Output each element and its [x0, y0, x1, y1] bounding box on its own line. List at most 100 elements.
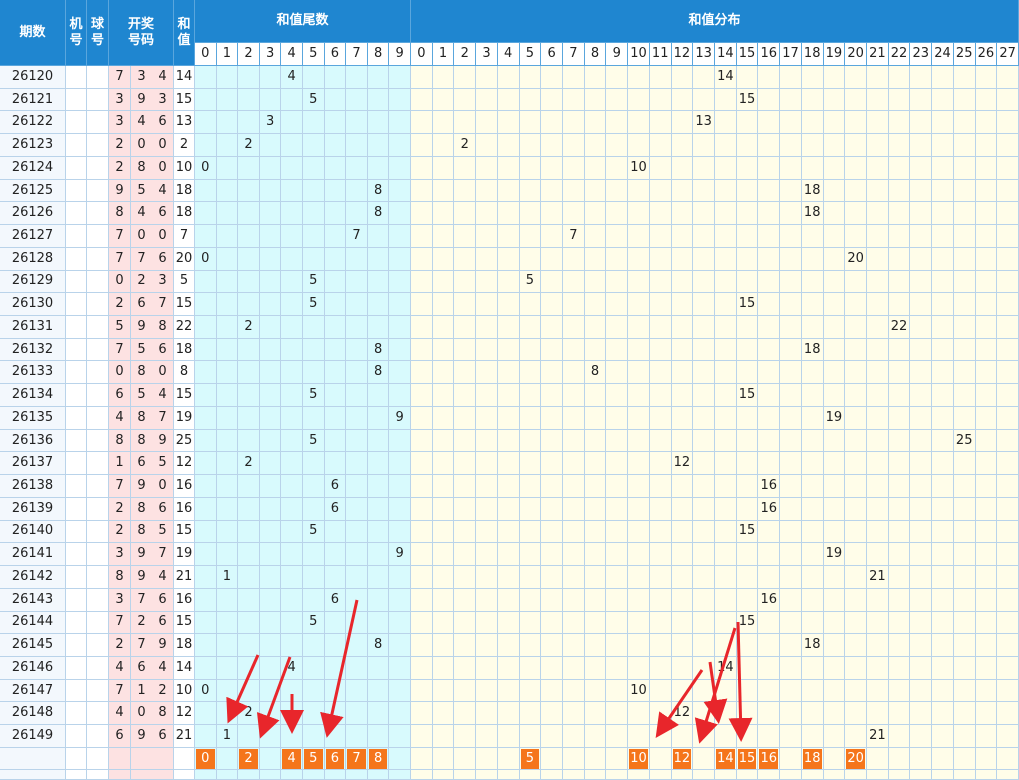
cell	[541, 702, 563, 726]
cell: 8	[367, 634, 390, 657]
cell	[758, 247, 781, 271]
cell-text: 3	[158, 91, 167, 107]
cell: 6	[152, 338, 174, 362]
cell	[389, 293, 411, 317]
cell	[66, 588, 87, 612]
cell	[997, 66, 1019, 89]
cell-text: 13	[175, 114, 193, 130]
cell: 2	[454, 43, 477, 66]
cell	[174, 747, 195, 770]
cell	[953, 225, 976, 248]
cell: 2	[109, 497, 131, 521]
cell	[867, 747, 889, 770]
cell	[454, 452, 477, 476]
cell	[953, 88, 976, 112]
cell: 11	[649, 43, 672, 66]
cell	[584, 475, 607, 498]
cell	[281, 769, 303, 780]
cell: 14	[715, 66, 737, 89]
cell	[823, 679, 846, 703]
cell	[367, 611, 390, 635]
cell	[432, 134, 455, 157]
cell	[476, 225, 498, 248]
cell	[628, 179, 650, 203]
cell	[975, 247, 998, 271]
cell	[497, 634, 520, 657]
cell: 26147	[0, 679, 66, 703]
cell-text: 26144	[11, 614, 54, 630]
cell	[519, 225, 542, 248]
cell: 9	[152, 429, 174, 453]
cell: 18	[801, 634, 824, 657]
cell	[867, 429, 889, 453]
cell: 1	[216, 43, 239, 66]
cell: 16	[758, 497, 781, 521]
cell	[693, 520, 715, 544]
cell	[303, 406, 325, 430]
cell	[649, 156, 672, 180]
cell	[910, 702, 933, 726]
cell	[303, 338, 325, 362]
cell	[780, 66, 802, 89]
cell	[324, 769, 347, 780]
cell	[216, 475, 239, 498]
cell: 7	[346, 225, 368, 248]
cell	[303, 111, 325, 135]
cell	[519, 497, 542, 521]
cell	[216, 225, 239, 248]
cell	[454, 179, 477, 203]
cell	[823, 747, 846, 770]
cell	[758, 316, 781, 339]
cell-text: 0	[158, 227, 167, 243]
cell	[953, 747, 976, 770]
cell	[823, 179, 846, 203]
cell-text: 7	[115, 682, 124, 698]
cell: 16	[174, 588, 195, 612]
cell	[519, 429, 542, 453]
cell	[454, 679, 477, 703]
cell	[541, 656, 563, 680]
cell-text: 1	[222, 728, 232, 744]
cell	[801, 361, 824, 385]
cell	[411, 769, 433, 780]
cell	[953, 293, 976, 317]
cell	[628, 202, 650, 226]
cell	[216, 634, 239, 657]
cell	[932, 634, 954, 657]
cell: 21	[174, 725, 195, 748]
cell: 7	[174, 225, 195, 248]
cell	[476, 725, 498, 748]
cell	[606, 634, 629, 657]
cell: 9	[109, 179, 131, 203]
cell: 13	[693, 43, 715, 66]
cell	[324, 111, 347, 135]
cell	[519, 406, 542, 430]
cell	[715, 406, 737, 430]
cell	[997, 702, 1019, 726]
cell	[997, 202, 1019, 226]
cell	[649, 769, 672, 780]
cell	[541, 406, 563, 430]
cell	[497, 384, 520, 407]
cell	[975, 566, 998, 589]
cell: 0	[152, 361, 174, 385]
cell	[541, 747, 563, 770]
cell-text: 7	[137, 637, 146, 653]
cell	[563, 134, 585, 157]
cell-text: 4	[158, 68, 167, 84]
cell	[519, 520, 542, 544]
cell	[997, 88, 1019, 112]
cell	[66, 202, 87, 226]
cell	[389, 134, 411, 157]
cell	[693, 497, 715, 521]
cell	[541, 384, 563, 407]
cell	[736, 725, 759, 748]
cell	[606, 429, 629, 453]
cell	[736, 247, 759, 271]
cell: 26128	[0, 247, 66, 271]
cell	[584, 702, 607, 726]
cell	[975, 66, 998, 89]
cell: 7	[563, 225, 585, 248]
cell	[216, 679, 239, 703]
cell-text: 14	[717, 659, 734, 675]
